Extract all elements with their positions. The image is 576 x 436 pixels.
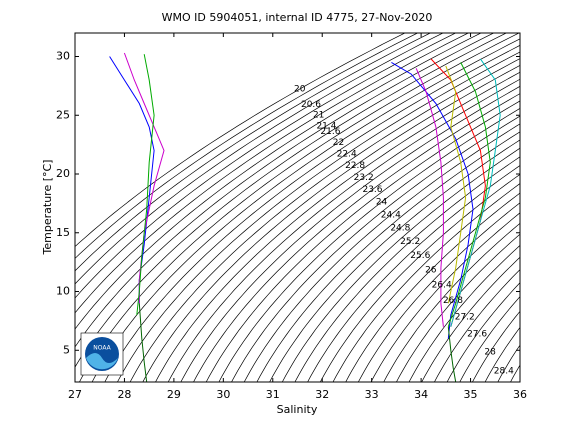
x-tick-label: 34 xyxy=(414,388,428,401)
y-axis-label: Temperature [°C] xyxy=(41,160,54,256)
contour-label: 26 xyxy=(425,266,437,276)
y-tick-label: 15 xyxy=(56,226,70,239)
x-tick-label: 36 xyxy=(513,388,527,401)
contour-label: 28 xyxy=(484,347,496,357)
logo-text: NOAA xyxy=(93,345,111,352)
x-tick-label: 35 xyxy=(464,388,478,401)
y-tick-label: 30 xyxy=(56,50,70,63)
contour-label: 24.8 xyxy=(390,223,410,233)
contour-label: 20 xyxy=(294,85,306,95)
noaa-logo: NOAA xyxy=(81,333,123,375)
contour-label: 22.4 xyxy=(337,149,357,159)
x-tick-label: 27 xyxy=(68,388,82,401)
chart-title: WMO ID 5904051, internal ID 4775, 27-Nov… xyxy=(162,11,433,24)
contour-label: 20.6 xyxy=(301,100,321,110)
contour-label: 27.6 xyxy=(467,330,487,340)
contour-label: 22 xyxy=(333,138,344,148)
contour-label: 28.4 xyxy=(494,366,514,376)
contour-label: 21.6 xyxy=(320,127,340,137)
y-tick-label: 20 xyxy=(56,167,70,180)
contour-label: 26.8 xyxy=(443,296,463,306)
contour-label: 23.2 xyxy=(354,173,374,183)
y-tick-label: 5 xyxy=(63,343,70,356)
x-tick-label: 29 xyxy=(167,388,181,401)
x-tick-label: 32 xyxy=(315,388,329,401)
y-tick-label: 10 xyxy=(56,285,70,298)
contour-label: 24 xyxy=(376,198,388,208)
y-tick-label: 25 xyxy=(56,108,70,121)
contour-label: 26.4 xyxy=(432,281,452,291)
contour-label: 22.8 xyxy=(345,161,365,171)
x-tick-label: 31 xyxy=(266,388,280,401)
x-tick-label: 28 xyxy=(117,388,131,401)
contour-label: 27.2 xyxy=(455,312,475,322)
contour-label: 23.6 xyxy=(362,185,382,195)
contour-label: 24.4 xyxy=(381,210,401,220)
x-axis-label: Salinity xyxy=(277,403,318,416)
x-tick-label: 33 xyxy=(365,388,379,401)
x-tick-label: 30 xyxy=(216,388,230,401)
contour-label: 21 xyxy=(313,111,324,121)
contour-label: 25.6 xyxy=(410,251,430,261)
contour-label: 25.2 xyxy=(400,237,420,247)
